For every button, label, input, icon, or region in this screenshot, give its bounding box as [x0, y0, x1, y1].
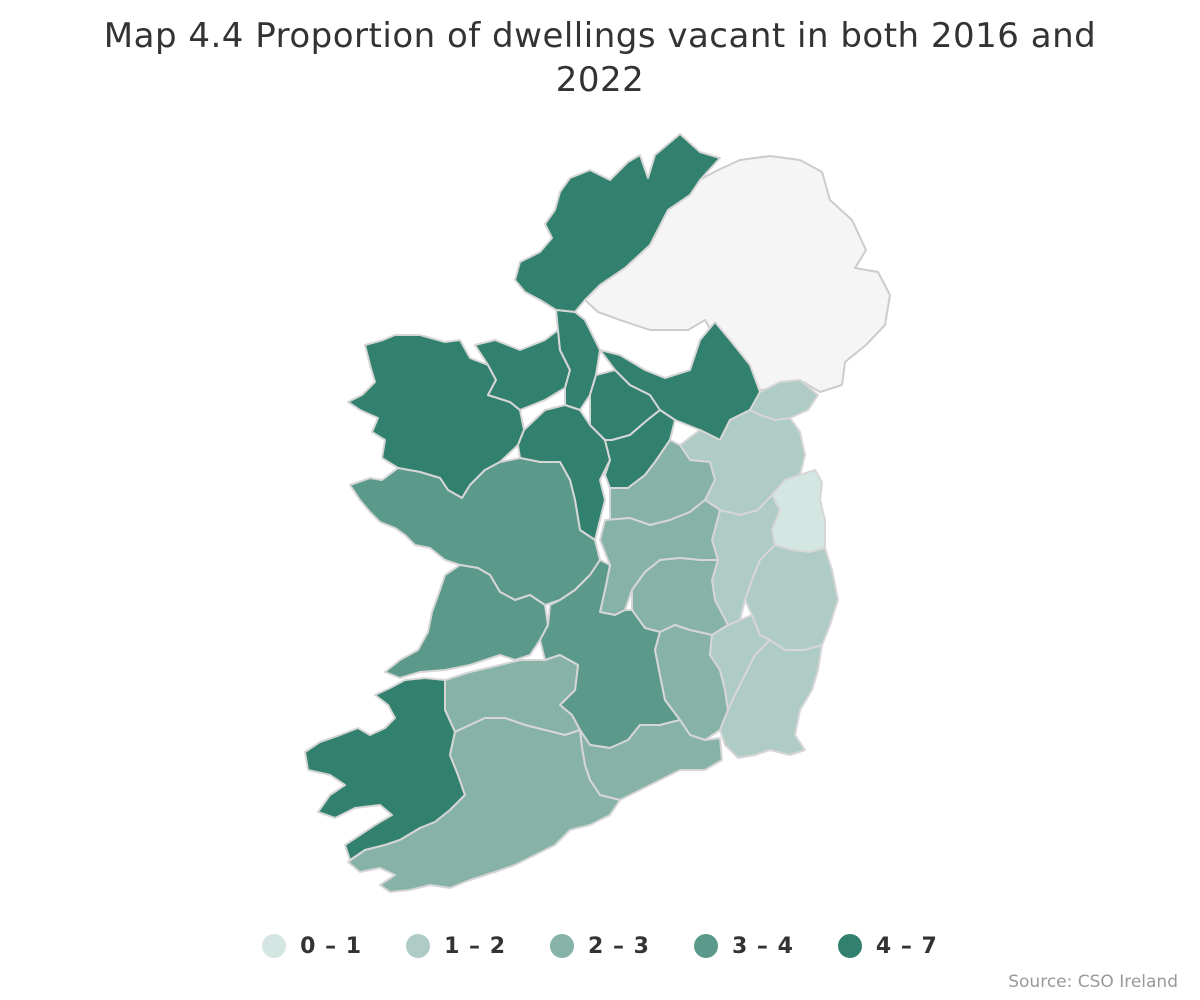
legend-swatch-icon [837, 934, 862, 958]
map-title: Map 4.4 Proportion of dwellings vacant i… [103, 16, 1097, 100]
legend-item-4-7[interactable]: 4 – 7 [837, 933, 938, 959]
region-clare[interactable] [384, 564, 549, 679]
legend-label: 0 – 1 [300, 933, 363, 959]
legend-swatch-icon [550, 934, 575, 958]
legend-swatch-icon [262, 934, 287, 958]
legend-item-3-4[interactable]: 3 – 4 [693, 933, 794, 959]
legend-item-1-2[interactable]: 1 – 2 [406, 934, 506, 959]
source-credit: Source: CSO Ireland [1008, 972, 1178, 992]
legend-label: 1 – 2 [444, 933, 507, 959]
legend-item-0-1[interactable]: 0 – 1 [262, 934, 362, 959]
legend-label: 4 – 7 [875, 933, 938, 959]
map-legend: 0 – 1 1 – 2 2 – 3 3 – 4 4 – 7 [0, 926, 1200, 966]
legend-label: 2 – 3 [588, 933, 650, 959]
legend-label: 3 – 4 [731, 933, 794, 959]
legend-swatch-icon [406, 934, 431, 958]
legend-swatch-icon [693, 934, 718, 958]
legend-item-2-3[interactable]: 2 – 3 [550, 934, 650, 959]
region-wexford[interactable] [719, 639, 823, 759]
region-cork[interactable] [347, 717, 621, 893]
region-donegal[interactable] [514, 133, 721, 313]
